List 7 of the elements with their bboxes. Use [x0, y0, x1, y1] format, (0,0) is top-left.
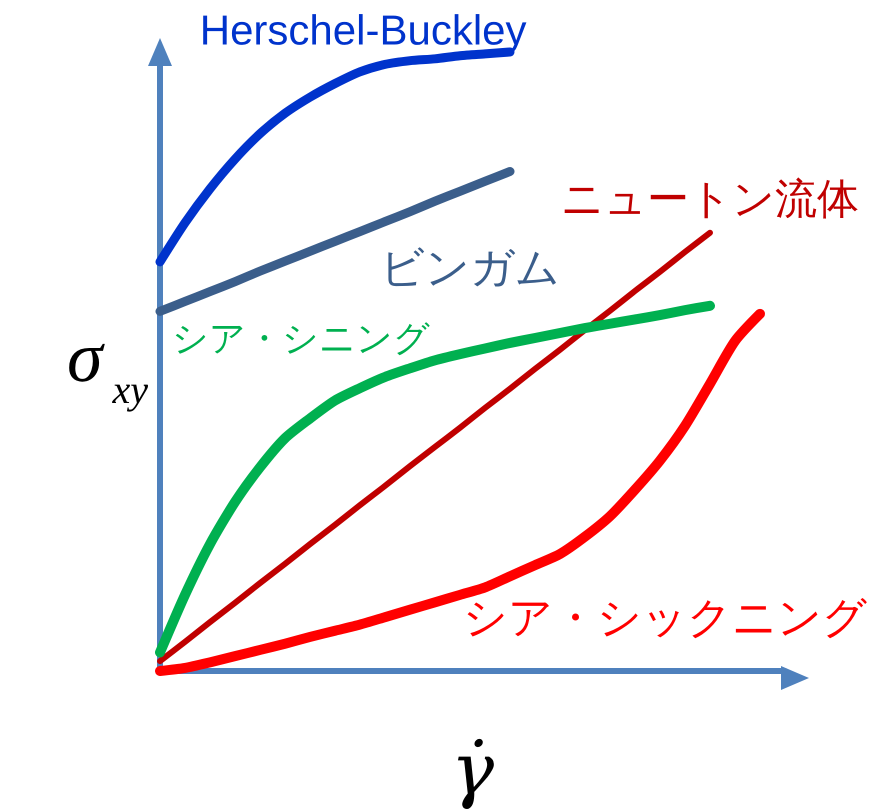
series-label: シア・シニング: [172, 318, 430, 359]
series-label: シア・シックニング: [463, 593, 867, 642]
x-axis-title: γ̇: [450, 727, 495, 810]
series-label: Herschel-Buckley: [200, 6, 527, 54]
series-label: ニュートン流体: [561, 174, 859, 222]
series-label: ビンガム: [380, 243, 560, 292]
y-axis-title: σ$_{xy}$: [66, 316, 148, 412]
